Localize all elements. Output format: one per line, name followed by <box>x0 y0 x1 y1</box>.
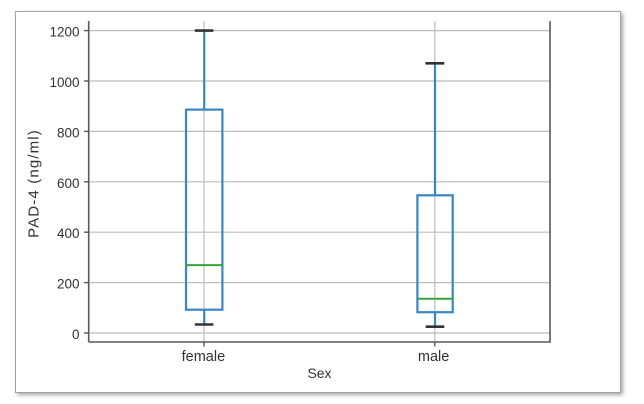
svg-text:0: 0 <box>72 327 80 342</box>
svg-text:600: 600 <box>57 176 80 191</box>
svg-text:200: 200 <box>57 277 80 292</box>
svg-text:400: 400 <box>57 226 80 241</box>
svg-text:female: female <box>182 349 226 365</box>
svg-text:Sex: Sex <box>307 365 331 381</box>
svg-text:1200: 1200 <box>49 25 79 40</box>
svg-text:1000: 1000 <box>49 75 79 90</box>
svg-text:PAD-4 (ng/ml): PAD-4 (ng/ml) <box>25 129 42 238</box>
svg-text:male: male <box>418 349 449 365</box>
svg-text:800: 800 <box>57 125 80 140</box>
